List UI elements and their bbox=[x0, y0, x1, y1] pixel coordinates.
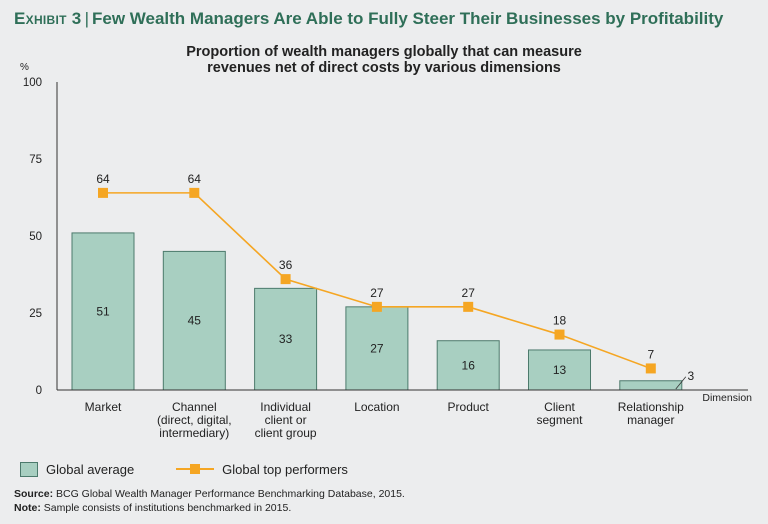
line-point bbox=[189, 187, 200, 198]
bar-value-label: 51 bbox=[96, 304, 110, 318]
exhibit-title: Few Wealth Managers Are Able to Fully St… bbox=[91, 9, 724, 28]
line-value-label: 18 bbox=[553, 314, 567, 328]
x-axis-title: Dimension bbox=[702, 392, 752, 404]
y-tick-label: 0 bbox=[36, 385, 42, 397]
x-category-label: Client bbox=[544, 400, 575, 414]
legend-line-swatch bbox=[176, 461, 215, 477]
y-tick-label: 75 bbox=[29, 154, 42, 166]
bar-value-label: 13 bbox=[553, 363, 567, 377]
bar bbox=[162, 250, 226, 391]
bar bbox=[619, 380, 683, 391]
exhibit-separator: | bbox=[84, 9, 89, 28]
x-category-label: client group bbox=[255, 426, 317, 440]
bar-value-leader bbox=[675, 376, 687, 390]
x-category-label: segment bbox=[536, 413, 583, 427]
x-category-label: Product bbox=[448, 400, 490, 414]
chart-legend: Global average Global top performers bbox=[20, 459, 348, 479]
line-point bbox=[645, 363, 656, 374]
x-category-label: intermediary) bbox=[159, 426, 229, 440]
line-point bbox=[280, 274, 291, 285]
chart-title: Proportion of wealth managers globally t… bbox=[0, 44, 768, 76]
bar-value-label: 45 bbox=[188, 314, 202, 328]
legend-bar-label: Global average bbox=[46, 461, 135, 477]
source-text: BCG Global Wealth Manager Performance Be… bbox=[56, 488, 405, 500]
legend-line-label: Global top performers bbox=[222, 461, 348, 477]
bar-value-label: 27 bbox=[370, 341, 384, 355]
line-value-label: 36 bbox=[279, 258, 293, 272]
exhibit-label: Exhibit 3 bbox=[14, 9, 82, 28]
x-category-label: Individual bbox=[260, 400, 311, 414]
x-category-label: Location bbox=[354, 400, 399, 414]
line-value-label: 27 bbox=[370, 286, 384, 300]
line-value-label: 7 bbox=[647, 347, 654, 361]
line-point bbox=[554, 329, 565, 340]
bar bbox=[345, 306, 409, 391]
y-tick-label: 25 bbox=[29, 308, 42, 320]
bar-value-label: 16 bbox=[462, 358, 476, 372]
sample-note: Note: Sample consists of institutions be… bbox=[14, 501, 405, 515]
x-category-label: (direct, digital, bbox=[157, 413, 232, 427]
bar bbox=[528, 349, 591, 391]
note-text: Sample consists of institutions benchmar… bbox=[43, 502, 292, 514]
chart-title-line-2: revenues net of direct costs by various … bbox=[207, 60, 561, 76]
x-category-label: Channel bbox=[172, 400, 217, 414]
bar bbox=[254, 287, 318, 391]
bar-value-label: 33 bbox=[279, 332, 293, 346]
line-value-label: 64 bbox=[188, 172, 202, 186]
bar bbox=[436, 340, 500, 391]
exhibit-heading: Exhibit 3 | Few Wealth Managers Are Able t… bbox=[14, 9, 723, 29]
bar bbox=[71, 232, 135, 391]
source-note: Source: BCG Global Wealth Manager Perfor… bbox=[14, 487, 405, 501]
line-value-label: 64 bbox=[96, 172, 110, 186]
x-category-label: client or bbox=[265, 413, 307, 427]
line-point bbox=[98, 187, 108, 198]
line-value-label: 27 bbox=[462, 286, 476, 300]
x-category-label: Relationship bbox=[618, 400, 684, 414]
x-category-label: Market bbox=[85, 400, 122, 414]
note-label: Note: bbox=[14, 502, 41, 514]
source-label: Source: bbox=[14, 488, 54, 500]
y-tick-label: 100 bbox=[23, 77, 42, 89]
x-category-label: manager bbox=[627, 413, 674, 427]
y-unit-label: % bbox=[20, 62, 29, 73]
line-point bbox=[371, 301, 382, 312]
line-point bbox=[463, 301, 474, 312]
footnotes: Source: BCG Global Wealth Manager Perfor… bbox=[14, 487, 405, 515]
bar-value-label: 3 bbox=[687, 369, 694, 383]
y-tick-label: 50 bbox=[29, 231, 42, 243]
chart-title-line-1: Proportion of wealth managers globally t… bbox=[186, 44, 582, 60]
legend-bar-swatch bbox=[20, 461, 38, 477]
